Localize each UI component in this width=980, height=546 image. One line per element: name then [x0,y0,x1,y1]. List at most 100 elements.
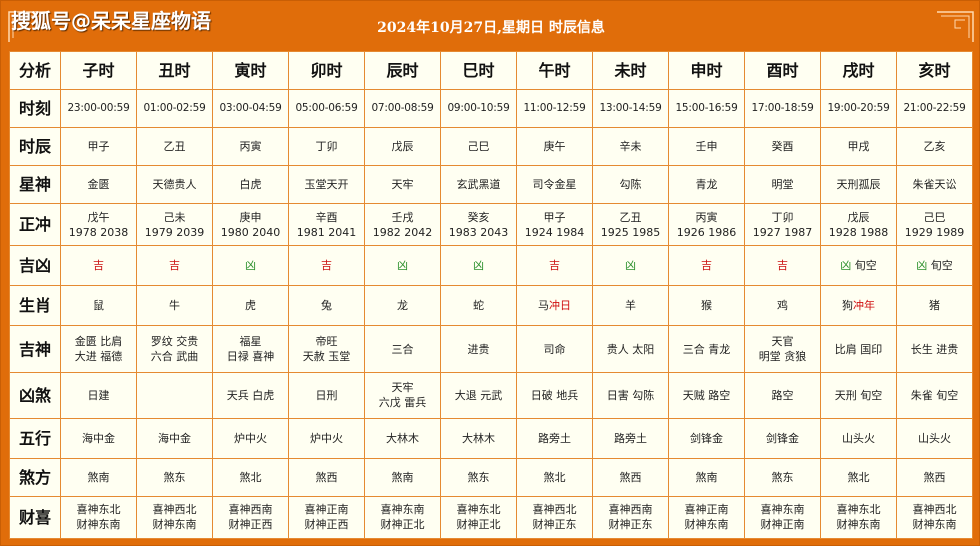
table-cell: 凶 [364,245,441,287]
column-header: 辰时 [364,51,441,90]
table-cell: 己未 1979 2039 [136,203,213,247]
table-cell: 甲子 1924 1984 [516,203,593,247]
cell-line: 1926 1986 [676,225,737,239]
cell-line: 日禄 喜神 [226,350,275,364]
table-cell: 青龙 [668,165,745,205]
table-cell: 凶 [592,245,669,287]
cell-line: 1924 1984 [524,225,585,239]
row-label: 星神 [9,165,61,205]
table-row: 财喜 喜神东北 财神东南 喜神西北 财神东南 喜神西南 财神正西 喜神正南 财神正西 喜神东南 财神… [9,495,973,540]
cell-value: 凶 [473,259,484,273]
cell-value: 凶 [625,259,636,273]
cell-line: 财神东南 [912,518,957,532]
cell-line: 日建 [87,388,110,402]
cell-line: 1981 2041 [296,225,357,239]
table-cell: 鸡 [744,285,821,327]
cell-line: 1925 1985 [600,225,661,239]
cell-line: 财神正西 [228,518,273,532]
cell-line: 喜神东北 [836,503,881,517]
cell-line: 大进 福德 [74,350,123,364]
cell-extra: 旬空 [851,259,877,273]
table-cell: 15:00-16:59 [668,88,745,129]
cell-line: 日刑 [315,388,338,402]
cell-line: 福星 [239,335,262,349]
table-cell: 虎 [212,285,289,327]
row-label: 五行 [9,417,61,459]
table-cell: 玉堂天开 [288,165,365,205]
cell-line: 1978 2038 [68,225,129,239]
cell-value: 狗 [842,299,853,313]
table-cell: 天德贵人 [136,165,213,205]
table-row: 吉神 金匮 比肩 大进 福德 罗纹 交贵 六合 武曲 福星 日禄 喜神 帝旺 天赦 玉堂 三合 进贵… [9,325,973,373]
table-cell: 喜神西北 财神正东 [516,495,593,540]
table-cell: 11:00-12:59 [516,88,593,129]
row-label: 正冲 [9,203,61,247]
cell-line: 1980 2040 [220,225,281,239]
table-cell: 庚午 [516,127,593,167]
table-cell: 吉 [136,245,213,287]
column-header: 戌时 [820,51,897,90]
cell-line: 喜神西北 [532,503,577,517]
table-cell: 马冲日 [516,285,593,327]
table-cell: 勾陈 [592,165,669,205]
cell-line: 己未 [163,210,186,224]
table-cell: 凶 [440,245,517,287]
table-cell: 进贵 [440,325,517,373]
table-cell: 炉中火 [288,417,365,459]
table-row: 星神 金匮 天德贵人 白虎 玉堂天开 天牢 玄武黑道 司令金星 勾陈 青龙 明堂 天刑孤辰 朱雀天讼 [9,165,973,205]
cell-value: 吉 [701,259,712,273]
table-cell [136,371,213,419]
column-header: 亥时 [896,51,973,90]
table-cell: 天牢 [364,165,441,205]
cell-line: 喜神正南 [304,503,349,517]
table-cell: 牛 [136,285,213,327]
table-cell: 金匮 比肩 大进 福德 [60,325,137,373]
cell-line: 六戊 雷兵 [378,396,427,410]
cell-line: 喜神东南 [380,503,425,517]
cell-value: 猪 [929,299,940,313]
table-cell: 贵人 太阳 [592,325,669,373]
table-cell: 路旁土 [516,417,593,459]
table-cell: 比肩 国印 [820,325,897,373]
table-cell: 凶 [212,245,289,287]
cell-line: 财神正西 [304,518,349,532]
table-cell: 煞西 [592,457,669,497]
cell-line: 1983 2043 [448,225,509,239]
table-cell: 辛酉 1981 2041 [288,203,365,247]
cell-extra: 冲日 [549,299,571,313]
cell-line: 三合 [391,342,414,356]
table-cell: 丙寅 1926 1986 [668,203,745,247]
column-header: 卯时 [288,51,365,90]
table-cell: 己巳 1929 1989 [896,203,973,247]
cell-line: 喜神西北 [152,503,197,517]
cell-line: 金匮 比肩 [74,335,123,349]
cell-line: 财神东南 [152,518,197,532]
table-cell: 喜神东南 财神正南 [744,495,821,540]
table-cell: 猴 [668,285,745,327]
cell-value: 吉 [169,259,180,273]
table-cell: 龙 [364,285,441,327]
cell-line: 日害 勾陈 [606,388,655,402]
cell-line: 明堂 贪狼 [758,350,807,364]
table-cell: 煞东 [744,457,821,497]
table-cell: 喜神西北 财神东南 [136,495,213,540]
table-cell: 天贼 路空 [668,371,745,419]
table-cell: 海中金 [60,417,137,459]
table-cell: 煞北 [820,457,897,497]
table-cell: 天牢 六戊 雷兵 [364,371,441,419]
table-cell: 戊辰 [364,127,441,167]
cell-line: 癸亥 [467,210,490,224]
table-cell: 丙寅 [212,127,289,167]
cell-line: 乙丑 [619,210,642,224]
header-bar: 搜狐号@呆呆星座物语 2024年10月27日,星期日 时辰信息 [1,1,980,51]
cell-line: 三合 青龙 [682,342,731,356]
row-label: 吉神 [9,325,61,373]
column-header: 酉时 [744,51,821,90]
cell-line: 戊辰 [847,210,870,224]
table-cell: 煞西 [288,457,365,497]
table-cell: 煞北 [212,457,289,497]
table-cell: 三合 [364,325,441,373]
table-cell: 01:00-02:59 [136,88,213,129]
table-cell: 凶 旬空 [820,245,897,287]
table-cell: 罗纹 交贵 六合 武曲 [136,325,213,373]
